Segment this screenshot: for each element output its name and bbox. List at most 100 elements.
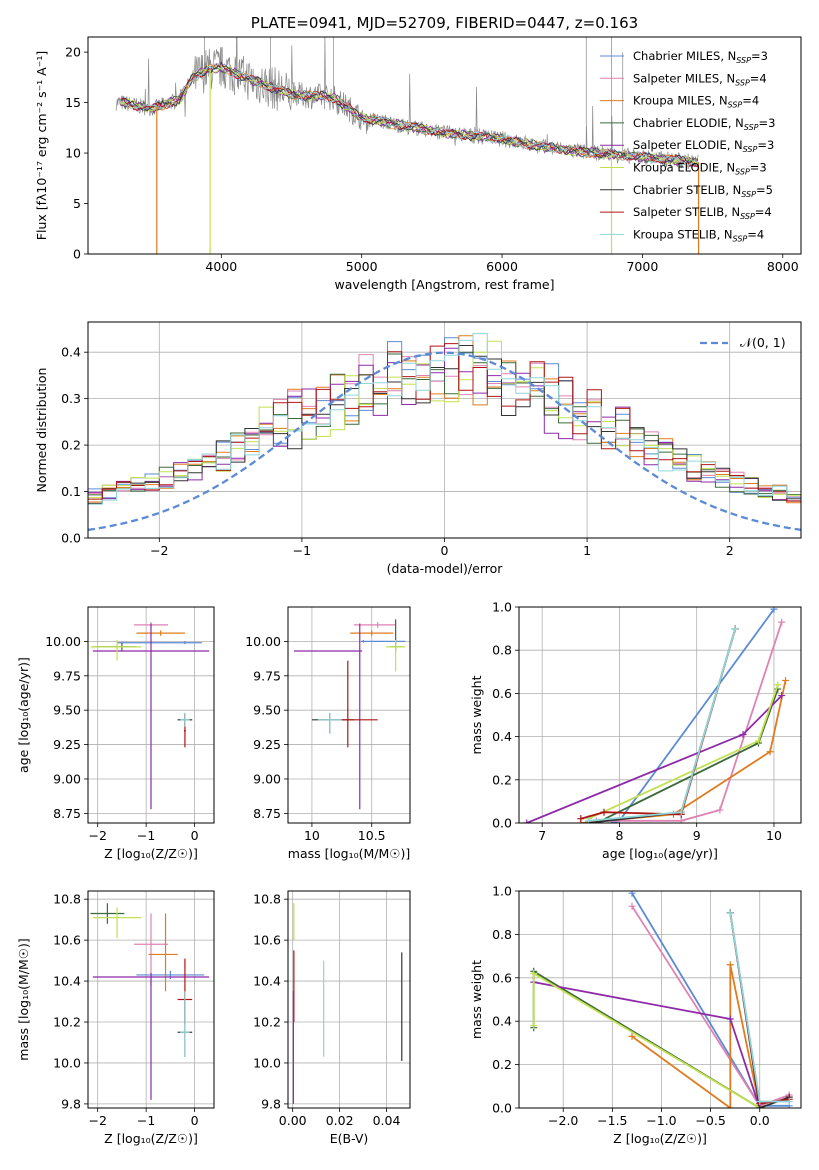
axes-frame [287,606,411,824]
x-tick-label: 9 [693,828,701,843]
x-tick-label: −0.5 [695,1113,725,1128]
x-tick-label: 0 [191,1113,199,1128]
axes-frame [87,606,215,824]
age_vs_Z-plot-area [88,607,214,823]
residual-histogram [88,333,801,505]
y-axis-label: Normed distribution [34,368,49,493]
data-point-marker [628,891,636,897]
x-axis-label: age [log₁₀(age/yr)] [602,846,718,861]
y-tick-label: 0.4 [492,729,512,744]
age_vs_mass-plot-area [288,607,410,823]
data-point-marker [731,625,739,633]
x-axis-label: Z [log₁₀(Z/Z☉)] [104,1131,198,1146]
y-tick-label: 20 [65,45,81,60]
mass_weight_vs_age-plot-area [519,607,801,823]
legend-entry: Salpeter MILES, NSSP=4 [633,71,767,87]
normal-curve [88,351,801,532]
data-point-marker [523,819,531,823]
legend-entry: Kroupa STELIB, NSSP=4 [633,227,764,243]
x-tick-label: 0.04 [373,1113,401,1128]
x-axis-label: Z [log₁₀(Z/Z☉)] [613,1131,707,1146]
mass-weight-line [588,684,779,820]
y-tick-label: 0.0 [492,1101,512,1116]
mass-weight-line [611,608,775,823]
y-tick-label: 10.6 [53,933,81,948]
x-tick-label: −2 [88,1113,106,1128]
y-tick-label: 1.0 [492,884,512,899]
panel-mass_vs_EBV: 0.00 0.02 0.04 9.8 10.0 10.2 10.4 10.6 10.8 E(B-V… [253,890,411,1146]
data-point-marker [785,1097,793,1105]
residuals-plot-area [88,322,801,538]
y-tick-label: 0.0 [492,816,512,831]
x-tick-label: 0 [441,543,449,558]
data-point-marker [726,961,734,969]
y-tick-label: 0.8 [492,927,512,942]
legend-entry: Chabrier ELODIE, NSSP=3 [633,116,775,132]
mass-weight-line [588,628,737,822]
legend: Chabrier MILES, NSSP=3 Salpeter MILES, NS… [600,49,775,243]
y-axis-label: age [log₁₀(age/yr)] [16,657,31,773]
residual-histogram [88,343,801,502]
chart-title: PLATE=0941, MJD=52709, FIBERID=0447, z=0… [251,14,638,32]
residual-histogram [88,345,801,504]
y-tick-label: 15 [65,95,81,110]
data-point-marker [677,808,685,816]
legend-entry: Salpeter STELIB, NSSP=4 [633,205,772,221]
y-tick-label: 9.25 [53,737,81,752]
x-tick-label: −2.0 [548,1113,578,1128]
data-point-marker [628,902,636,910]
legend-entry: Kroupa ELODIE, NSSP=3 [633,161,767,177]
x-tick-label: 8 [615,828,623,843]
y-axis-label: mass weight [469,960,484,1039]
y-tick-label: 9.00 [253,771,281,786]
y-tick-label: 10.6 [253,933,281,948]
data-point-marker [782,676,790,684]
y-tick-label: 0.1 [61,484,81,499]
y-tick-label: 9.75 [253,668,281,683]
mass-weight-line [533,981,761,1108]
mass_vs_Z-plot-area [88,891,214,1108]
model-spectrum-line [119,62,699,167]
x-axis-label: (data-model)/error [387,561,504,576]
data-point-marker [577,815,585,823]
data-point-marker [726,1015,734,1023]
mass-weight-line [596,621,783,822]
y-axis-label: mass [log₁₀(M/M☉)] [16,938,31,1060]
axes-frame [518,890,802,1109]
axes-frame [518,606,802,824]
y-tick-label: 5 [73,196,81,211]
y-tick-label: 10.8 [53,892,81,907]
x-axis-label: wavelength [Angstrom, rest frame] [334,277,554,292]
y-axis-label: Flux [fλ10⁻¹⁷ erg cm⁻² s⁻¹ A⁻¹] [34,51,49,240]
y-tick-label: 10.4 [253,974,281,989]
y-tick-label: 0.8 [492,643,512,658]
x-tick-label: 1 [583,543,591,558]
y-tick-label: 10.0 [53,1055,81,1070]
y-tick-label: 10.4 [53,974,81,989]
y-tick-label: 10.00 [245,634,281,649]
model-spectrum-line [119,64,699,167]
x-tick-label: −1 [293,543,311,558]
data-point-marker [778,692,786,700]
y-tick-label: 0.6 [492,686,512,701]
y-tick-label: 10.00 [45,634,81,649]
model-spectrum-line [120,62,699,168]
data-point-marker [755,737,763,745]
axes-frame [287,890,411,1109]
x-tick-label: 8000 [767,259,799,274]
data-point-marker [716,806,724,814]
y-tick-label: 0 [73,247,81,262]
residual-histogram [88,340,801,499]
spectrum-plot-area [115,37,700,254]
x-tick-label: −1 [137,1113,155,1128]
panel-age_vs_Z: −2 −1 0 8.75 9.00 9.25 9.50 9.75 10.00 Z [log₁₀(Z… [16,606,215,861]
y-tick-label: 9.8 [61,1096,81,1111]
x-tick-label: 0.00 [279,1113,307,1128]
x-axis-label: Z [log₁₀(Z/Z☉)] [104,846,198,861]
legend-entry: Kroupa MILES, NSSP=4 [633,94,759,110]
y-tick-label: 9.75 [53,668,81,683]
legend-entry: Chabrier STELIB, NSSP=5 [633,183,773,199]
x-tick-label: 6000 [486,259,518,274]
y-tick-label: 9.00 [53,771,81,786]
